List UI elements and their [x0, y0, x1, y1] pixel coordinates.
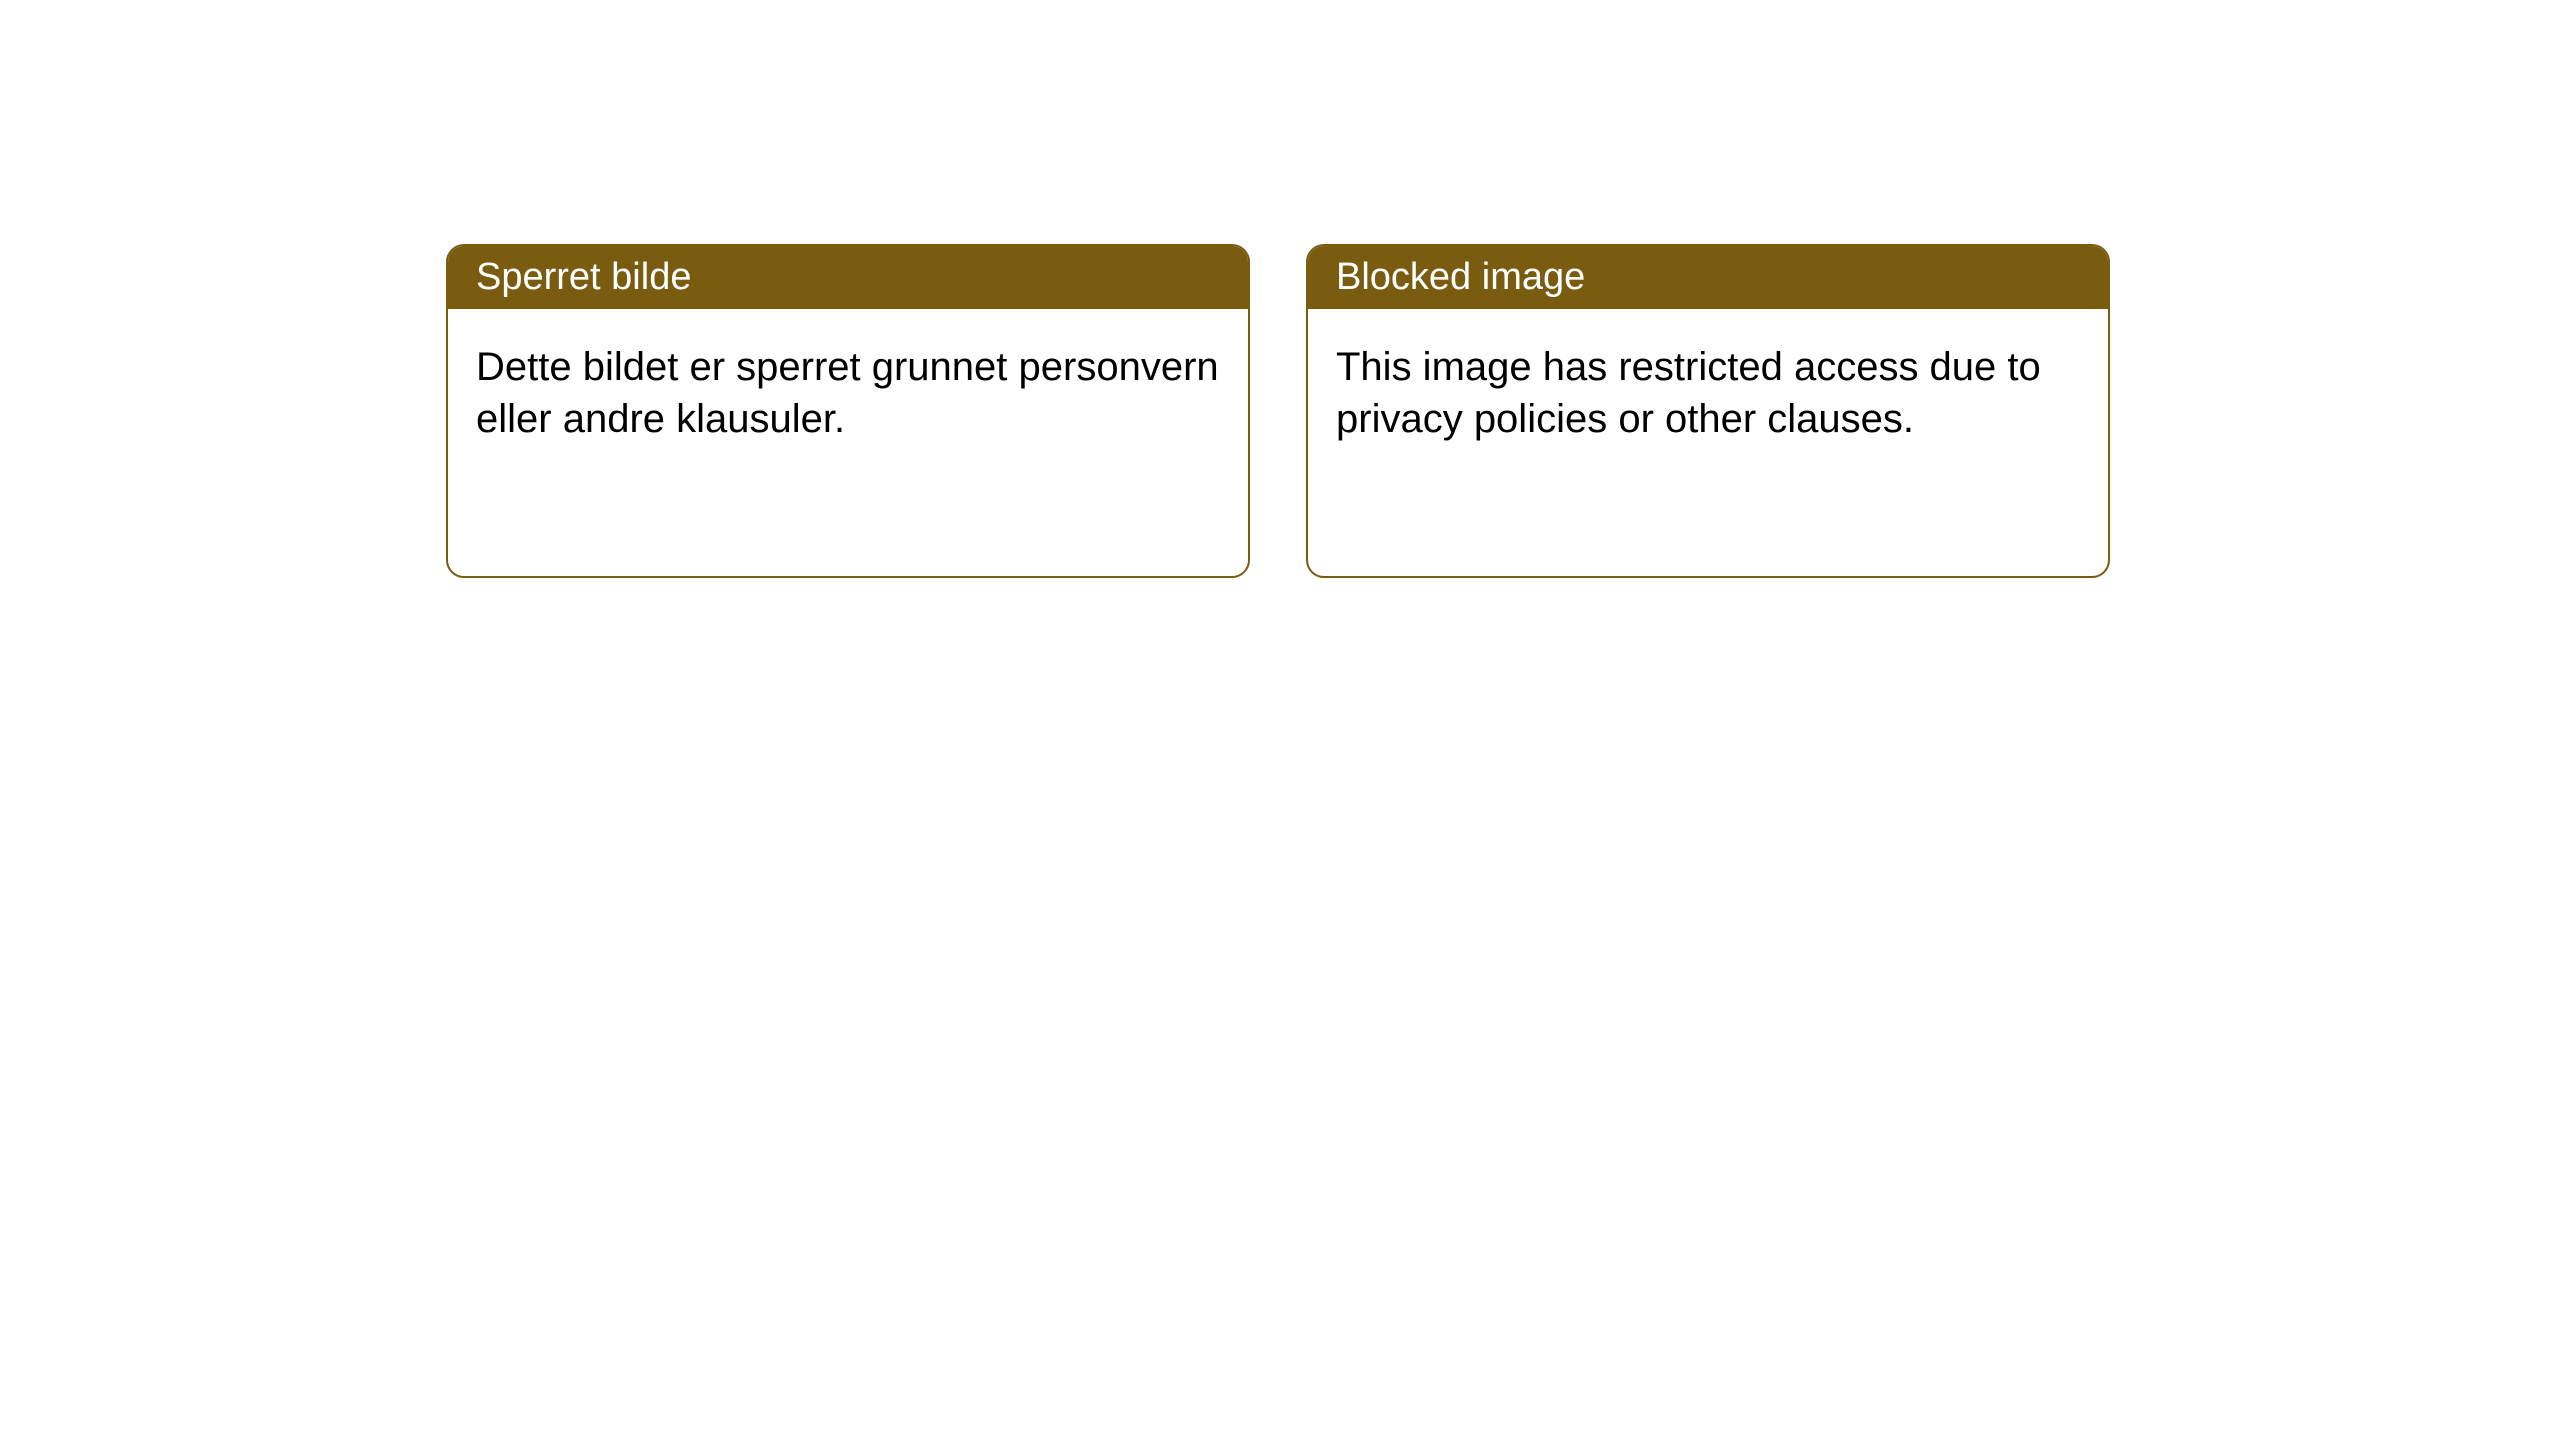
- notice-body: Dette bildet er sperret grunnet personve…: [448, 309, 1248, 477]
- notice-body: This image has restricted access due to …: [1308, 309, 2108, 477]
- notice-card-english: Blocked image This image has restricted …: [1306, 244, 2110, 578]
- notices-container: Sperret bilde Dette bildet er sperret gr…: [0, 0, 2560, 578]
- notice-title: Blocked image: [1308, 246, 2108, 309]
- notice-card-norwegian: Sperret bilde Dette bildet er sperret gr…: [446, 244, 1250, 578]
- notice-title: Sperret bilde: [448, 246, 1248, 309]
